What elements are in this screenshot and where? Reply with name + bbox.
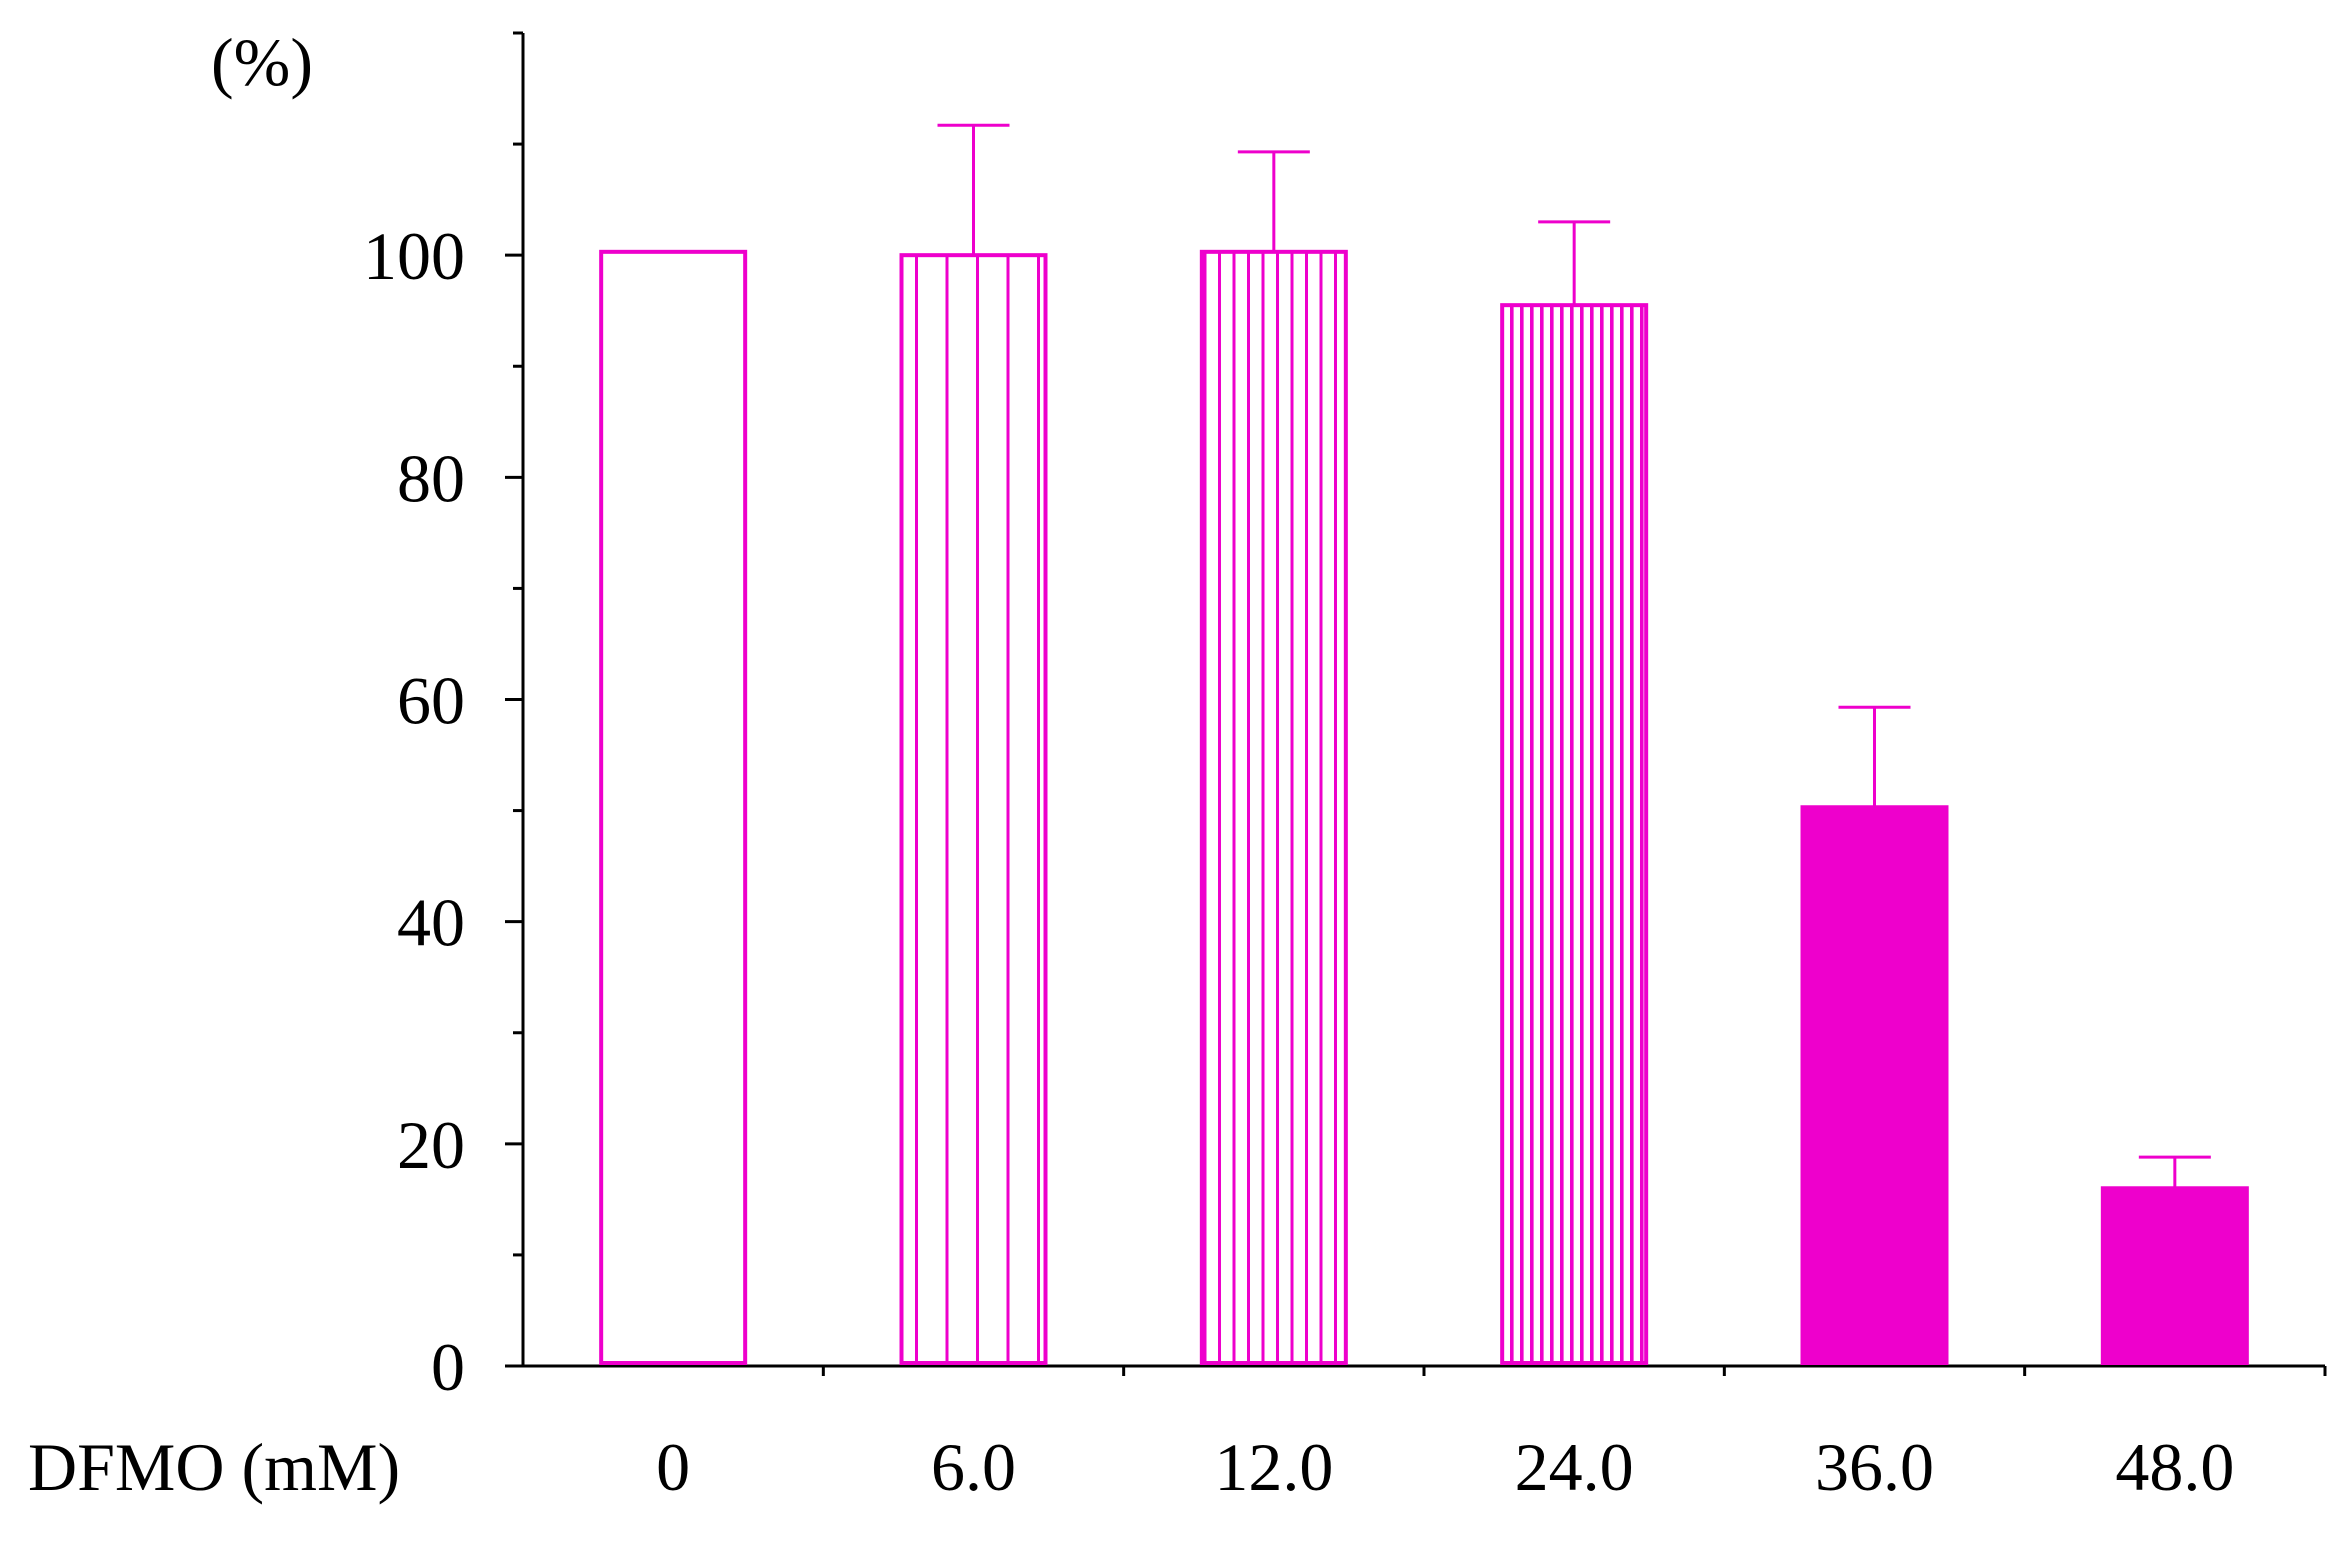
bar-group xyxy=(1500,303,1649,1365)
x-ticks: 0 6.0 12.0 24.0 36.0 48.0 xyxy=(656,1366,2327,1505)
y-tick-label: 60 xyxy=(397,663,465,739)
x-tick-label: 36.0 xyxy=(1815,1429,1934,1505)
bars xyxy=(599,249,2249,1366)
bar-24.0 xyxy=(1500,303,1649,1365)
y-tick-label: 20 xyxy=(397,1107,465,1183)
x-tick-label: 24.0 xyxy=(1515,1429,1634,1505)
y-tick-label: 40 xyxy=(397,885,465,961)
error-bars xyxy=(937,123,2211,1189)
y-tick-label: 100 xyxy=(363,218,465,294)
bar-48.0 xyxy=(2100,1186,2249,1366)
error-bar-6.0 xyxy=(937,123,1010,256)
bar-group xyxy=(1800,805,1949,1365)
y-tick-label: 80 xyxy=(397,440,465,516)
error-bar-24.0 xyxy=(1538,220,1611,306)
x-tick-label: 48.0 xyxy=(2115,1429,2234,1505)
bar-0 xyxy=(599,249,748,1366)
y-axis-label: (%) xyxy=(211,24,313,100)
x-axis-label: DFMO (mM) xyxy=(28,1429,400,1505)
error-bar-48.0 xyxy=(2138,1155,2211,1189)
bar-group xyxy=(1199,249,1348,1366)
x-tick-label: 0 xyxy=(656,1429,690,1505)
bar-6.0 xyxy=(899,253,1048,1366)
bar-36.0 xyxy=(1800,805,1949,1365)
bar-12.0 xyxy=(1199,249,1348,1366)
axes xyxy=(521,33,2325,1368)
bar-group xyxy=(599,249,748,1366)
error-bar-12.0 xyxy=(1237,150,1310,252)
y-tick-label: 0 xyxy=(431,1329,465,1405)
x-tick-label: 12.0 xyxy=(1214,1429,1333,1505)
bar-group xyxy=(2100,1186,2249,1366)
bar-group xyxy=(899,253,1048,1366)
x-tick-label: 6.0 xyxy=(931,1429,1016,1505)
y-ticks: 0 20 40 60 80 100 xyxy=(363,31,523,1405)
error-bar-36.0 xyxy=(1838,705,1911,808)
